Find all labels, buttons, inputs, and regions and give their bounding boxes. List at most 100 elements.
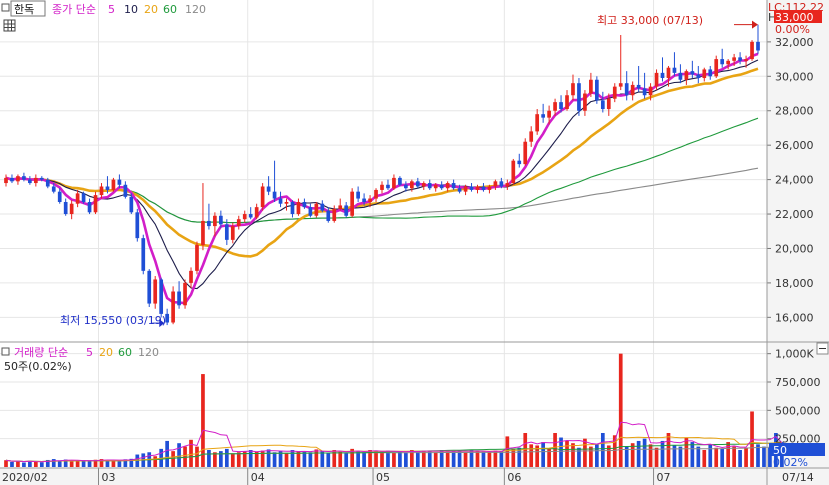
volume-bar xyxy=(529,444,534,467)
legend-ma60: 60 xyxy=(163,3,177,16)
volume-bar xyxy=(553,433,557,467)
volume-bar xyxy=(630,443,635,467)
candle-up xyxy=(338,205,343,209)
candle-down xyxy=(678,72,683,80)
volume-bar xyxy=(33,461,38,467)
volume-bar xyxy=(260,450,265,467)
high-label: 최고 33,000 (07/13) xyxy=(597,14,703,27)
volume-bar xyxy=(344,453,349,467)
volume-bar xyxy=(105,460,110,467)
candle-down xyxy=(302,201,307,208)
volume-bar xyxy=(153,456,158,467)
x-tick-label: 05 xyxy=(376,471,390,484)
candle-up xyxy=(392,177,396,189)
low-arrow-icon xyxy=(152,319,165,328)
menu-toggle-icon[interactable] xyxy=(1,3,10,12)
volume-bar xyxy=(684,437,689,467)
x-axis: 2020/02 03 04 05 06 07 07/14 xyxy=(2,468,814,485)
volume-bar xyxy=(738,450,742,467)
volume-bar xyxy=(404,452,408,467)
volume-bar xyxy=(213,452,217,467)
collapse-icon[interactable] xyxy=(816,342,829,355)
volume-menu-icon[interactable] xyxy=(1,347,10,356)
candle-up xyxy=(487,186,492,190)
candle-down xyxy=(63,201,68,215)
volume-bar xyxy=(523,433,528,467)
candle-up xyxy=(648,86,653,96)
y-axis-bg xyxy=(767,0,829,485)
candle-up xyxy=(666,67,671,79)
volume-bar xyxy=(189,439,193,467)
candle-down xyxy=(660,72,665,79)
candle-up xyxy=(314,203,319,216)
candle-down xyxy=(10,177,14,182)
volume-bar xyxy=(63,459,68,467)
volume-bar xyxy=(714,447,719,467)
price-tick-label: 28,000 xyxy=(775,105,814,118)
volume-bar xyxy=(296,451,301,467)
volume-bar xyxy=(535,445,540,467)
candle-up xyxy=(242,214,247,220)
candle-up xyxy=(260,186,265,208)
volume-bar xyxy=(236,452,241,467)
volume-bar xyxy=(386,450,390,467)
volume-bar xyxy=(224,448,229,467)
candle-down xyxy=(224,224,229,240)
candle-up xyxy=(296,201,301,215)
volume-bar xyxy=(165,440,169,467)
volume-bar xyxy=(242,451,247,467)
volume-bar xyxy=(362,452,366,467)
volume-bar xyxy=(768,447,772,467)
candle-up xyxy=(475,186,480,190)
vlegend-ma5: 5 xyxy=(86,346,93,359)
volume-bar xyxy=(565,440,569,467)
market-badge[interactable] xyxy=(10,0,46,17)
candle-down xyxy=(51,186,56,192)
volume-bar xyxy=(744,447,748,467)
candle-up xyxy=(368,198,372,202)
volume-bar xyxy=(219,451,223,467)
volume-bar xyxy=(99,459,104,467)
candle-up xyxy=(630,84,635,96)
candle-up xyxy=(612,86,617,99)
candle-up xyxy=(230,226,235,240)
volume-bar xyxy=(302,451,307,467)
candle-down xyxy=(117,179,122,185)
candle-down xyxy=(415,181,420,187)
candle-down xyxy=(439,184,444,189)
volume-bar xyxy=(732,446,736,467)
volume-bar xyxy=(672,445,677,467)
high-annotation: 최고 33,000 (07/13) xyxy=(597,14,758,29)
price-legend: 한독 종가 단순 5 10 20 60 120 xyxy=(1,0,206,32)
candle-down xyxy=(207,220,211,227)
volume-bar xyxy=(326,452,331,467)
candle-up xyxy=(111,179,116,190)
volume-bar xyxy=(571,443,575,467)
candles xyxy=(4,24,760,326)
candle-up xyxy=(213,215,217,227)
candle-down xyxy=(272,191,277,199)
candle-down xyxy=(308,207,313,216)
vlegend-ma120: 120 xyxy=(138,346,159,359)
candle-down xyxy=(481,186,486,190)
candle-up xyxy=(750,41,754,60)
volume-bar xyxy=(415,451,420,467)
vol-value: 50 xyxy=(773,444,787,457)
volume-bar xyxy=(451,451,456,467)
volume-bar xyxy=(87,460,92,467)
grid-table-icon[interactable] xyxy=(3,19,16,32)
volume-bar xyxy=(439,450,444,467)
volume-bar xyxy=(606,445,611,467)
volume-bar xyxy=(678,446,683,467)
volume-bar xyxy=(398,451,402,467)
volume-bar xyxy=(266,449,271,467)
volume-bar xyxy=(201,374,205,467)
candle-down xyxy=(404,184,408,189)
candle-down xyxy=(451,183,456,189)
volume-bar xyxy=(612,435,617,467)
candle-up xyxy=(433,184,438,189)
candle-up xyxy=(589,79,593,94)
candle-up xyxy=(332,208,337,221)
candle-up xyxy=(189,270,193,283)
